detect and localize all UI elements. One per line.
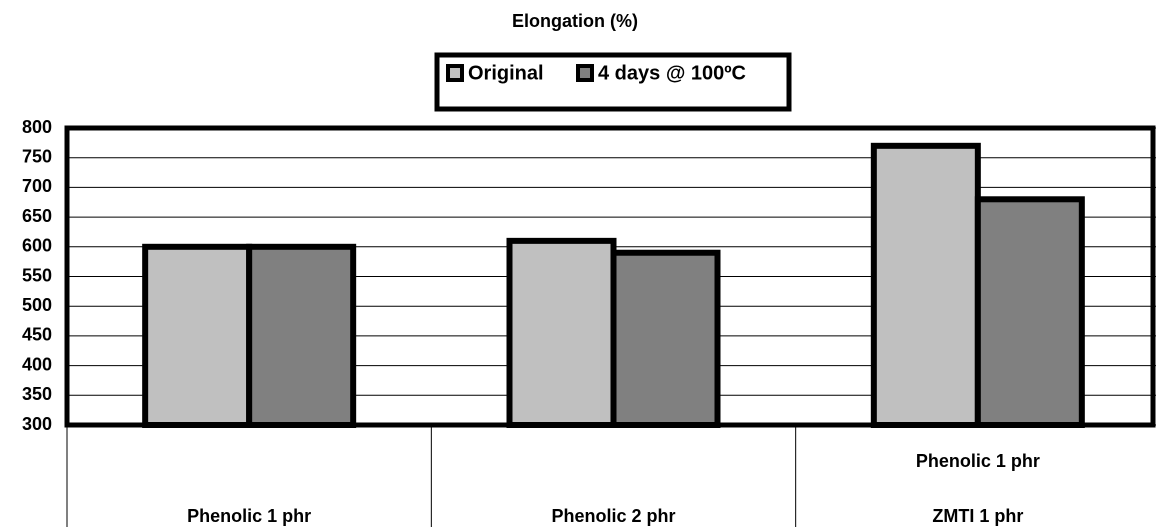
bar: [246, 243, 357, 428]
y-tick-label: 500: [22, 295, 52, 315]
y-tick-label: 350: [22, 384, 52, 404]
y-tick-label: 650: [22, 206, 52, 226]
y-tick-label: 400: [22, 354, 52, 374]
x-tick-label: Phenolic 2 phr: [551, 506, 675, 526]
chart-title: Elongation (%): [512, 11, 638, 31]
legend-label: 4 days @ 100ºC: [598, 62, 746, 84]
bar: [870, 142, 981, 428]
y-tick-label: 300: [22, 414, 52, 434]
legend-swatch: [576, 64, 594, 82]
x-tick-label: ZMTI 1 phr: [932, 506, 1023, 526]
legend-swatch: [446, 64, 464, 82]
y-tick-label: 750: [22, 146, 52, 166]
y-tick-label: 600: [22, 236, 52, 256]
bar: [974, 196, 1085, 428]
y-tick-label: 550: [22, 265, 52, 285]
bar: [506, 237, 617, 428]
x-tick-label: Phenolic 1 phr: [187, 506, 311, 526]
plot-frame: [64, 125, 1156, 428]
legend-label: Original: [468, 62, 544, 84]
x-tick-label: Phenolic 1 phr: [916, 451, 1040, 471]
y-tick-label: 800: [22, 117, 52, 137]
y-tick-label: 700: [22, 176, 52, 196]
bar: [142, 243, 253, 428]
legend-box: [434, 52, 792, 112]
bar: [610, 249, 721, 428]
y-tick-label: 450: [22, 325, 52, 345]
